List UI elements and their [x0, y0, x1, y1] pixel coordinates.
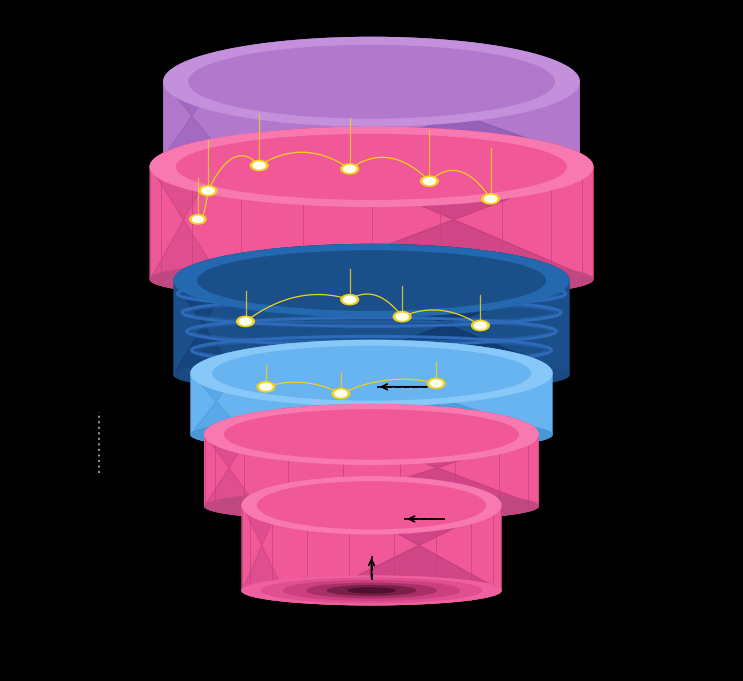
- Ellipse shape: [242, 576, 501, 605]
- Ellipse shape: [204, 405, 539, 464]
- Polygon shape: [174, 253, 246, 388]
- Ellipse shape: [239, 318, 252, 325]
- Ellipse shape: [191, 340, 552, 406]
- Polygon shape: [163, 48, 239, 174]
- Ellipse shape: [393, 311, 411, 322]
- Polygon shape: [282, 405, 539, 521]
- Ellipse shape: [396, 313, 408, 320]
- Ellipse shape: [174, 357, 569, 392]
- Ellipse shape: [163, 37, 580, 126]
- Ellipse shape: [427, 379, 445, 388]
- Polygon shape: [204, 405, 539, 521]
- Polygon shape: [266, 244, 569, 392]
- Ellipse shape: [189, 46, 554, 118]
- Polygon shape: [302, 477, 501, 605]
- Polygon shape: [242, 477, 501, 605]
- Ellipse shape: [343, 296, 356, 303]
- Polygon shape: [191, 340, 552, 451]
- Polygon shape: [242, 484, 289, 601]
- Polygon shape: [260, 37, 580, 178]
- Ellipse shape: [176, 138, 567, 175]
- Ellipse shape: [189, 215, 206, 224]
- Ellipse shape: [191, 418, 552, 451]
- Ellipse shape: [202, 187, 214, 194]
- Ellipse shape: [204, 491, 539, 521]
- Ellipse shape: [472, 320, 490, 331]
- Polygon shape: [191, 348, 256, 447]
- Ellipse shape: [192, 217, 204, 223]
- Ellipse shape: [212, 347, 531, 400]
- Ellipse shape: [284, 581, 459, 600]
- Ellipse shape: [163, 133, 580, 180]
- Ellipse shape: [198, 251, 545, 310]
- Ellipse shape: [424, 178, 435, 185]
- Ellipse shape: [262, 578, 481, 603]
- Ellipse shape: [174, 244, 569, 317]
- Polygon shape: [163, 37, 580, 178]
- Polygon shape: [150, 136, 230, 294]
- Ellipse shape: [258, 482, 485, 528]
- Polygon shape: [275, 340, 552, 451]
- Ellipse shape: [163, 135, 580, 179]
- Ellipse shape: [474, 322, 487, 329]
- Ellipse shape: [224, 410, 519, 459]
- Ellipse shape: [253, 162, 265, 169]
- Ellipse shape: [250, 161, 268, 171]
- Polygon shape: [253, 127, 593, 299]
- Ellipse shape: [150, 127, 593, 206]
- Ellipse shape: [257, 381, 275, 392]
- Polygon shape: [174, 244, 569, 392]
- Ellipse shape: [150, 259, 593, 299]
- Ellipse shape: [237, 316, 254, 327]
- Ellipse shape: [242, 576, 501, 605]
- Polygon shape: [204, 411, 265, 518]
- Ellipse shape: [348, 588, 395, 593]
- Ellipse shape: [421, 176, 438, 187]
- Ellipse shape: [328, 586, 415, 595]
- Ellipse shape: [430, 380, 442, 387]
- Ellipse shape: [177, 134, 566, 200]
- Ellipse shape: [260, 383, 272, 390]
- Ellipse shape: [307, 583, 436, 598]
- Ellipse shape: [332, 388, 350, 399]
- Ellipse shape: [343, 165, 356, 172]
- Ellipse shape: [242, 477, 501, 534]
- Polygon shape: [150, 127, 593, 299]
- Ellipse shape: [481, 194, 499, 204]
- Ellipse shape: [341, 294, 359, 305]
- Ellipse shape: [341, 164, 359, 174]
- Ellipse shape: [484, 195, 497, 202]
- Ellipse shape: [335, 390, 347, 397]
- Ellipse shape: [199, 186, 217, 196]
